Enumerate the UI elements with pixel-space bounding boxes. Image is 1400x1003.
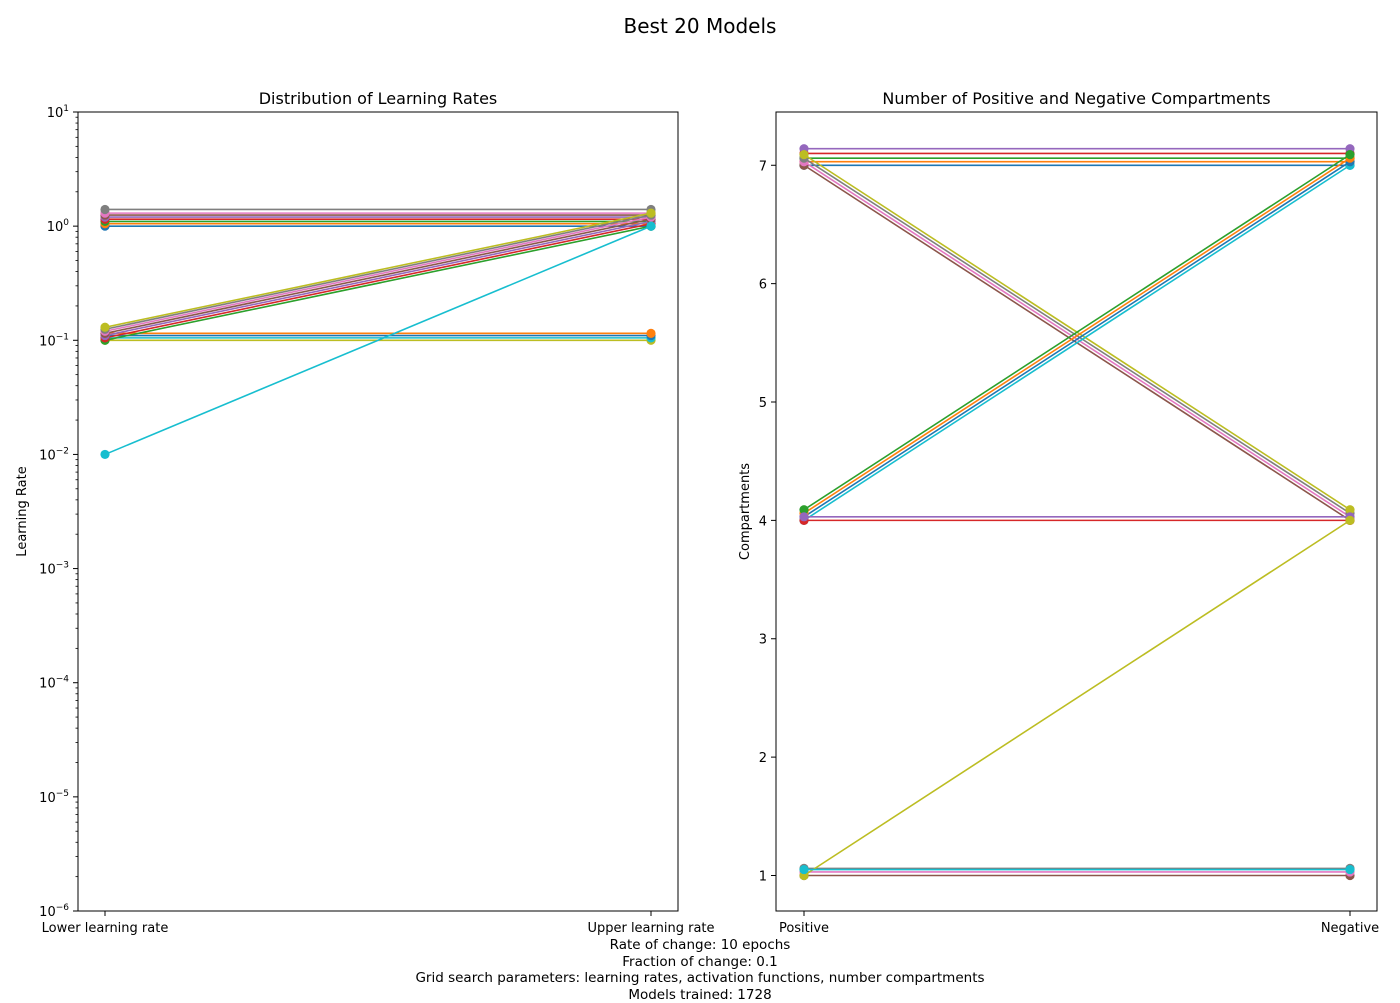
chart-panel-2: Number of Positive and Negative Compartm… [738,89,1379,936]
y-tick-label: 7 [759,159,767,174]
series-line [104,225,652,456]
series-line [104,220,652,337]
y-tick-label: 10−3 [39,561,69,578]
y-tick-label: 2 [759,751,767,766]
data-point [100,449,110,460]
series-line [803,164,1351,522]
data-point [1345,864,1355,875]
series-line [803,519,1351,877]
y-axis-label: Compartments [738,463,753,560]
series-line [104,212,652,329]
data-point [799,512,809,522]
data-point [646,221,656,231]
y-tick-label: 3 [759,633,767,648]
y-tick-label: 10−2 [39,446,69,463]
series-line [803,161,1351,518]
figure-title: Best 20 Models [623,14,777,38]
series-line [803,157,1351,514]
chart-title: Number of Positive and Negative Compartm… [882,89,1270,108]
series-group [100,204,656,460]
footer-line-fraction: Fraction of change: 0.1 [622,953,778,970]
data-point [1345,515,1355,525]
y-tick-label: 4 [759,514,767,529]
footer-line-grid-search: Grid search parameters: learning rates, … [415,970,985,987]
data-point [100,204,110,215]
x-tick-label: Lower learning rate [42,921,169,936]
data-point [799,505,809,515]
chart-panel-1: Distribution of Learning Rates Learning R… [15,89,715,936]
series-line [803,153,1351,511]
plot-frame [775,111,1378,912]
series-group [799,144,1355,881]
series-line [104,214,652,331]
footer-line-rate: Rate of change: 10 epochs [609,937,791,953]
series-line [104,216,652,333]
y-tick-label: 5 [759,396,767,411]
x-tick-label: Negative [1321,921,1379,936]
data-point [1345,150,1355,160]
series-line [104,218,652,335]
chart-title: Distribution of Learning Rates [259,89,498,108]
y-tick-label: 101 [47,104,69,121]
x-tick-label: Upper learning rate [587,921,714,936]
data-point [799,864,809,875]
data-point [799,150,809,160]
y-tick-label: 100 [47,218,70,235]
series-line [104,222,652,339]
figure-footer: Rate of change: 10 epochs Fraction of ch… [0,937,1400,1003]
data-point [646,208,656,218]
data-point [100,322,110,332]
y-axis-label: Learning Rate [15,466,30,556]
y-tick-label: 10−4 [39,675,69,692]
y-tick-label: 6 [759,278,767,293]
data-point [1345,505,1355,515]
y-tick-label: 10−5 [39,789,69,806]
x-tick-label: Positive [779,921,829,936]
y-tick-label: 10−1 [39,332,69,349]
footer-line-models-trained: Models trained: 1728 [628,986,772,1003]
y-tick-label: 1 [759,869,767,884]
plot-frame [77,111,679,912]
series-line [104,225,652,342]
y-tick-label: 10−6 [39,903,69,920]
data-point [646,328,656,338]
